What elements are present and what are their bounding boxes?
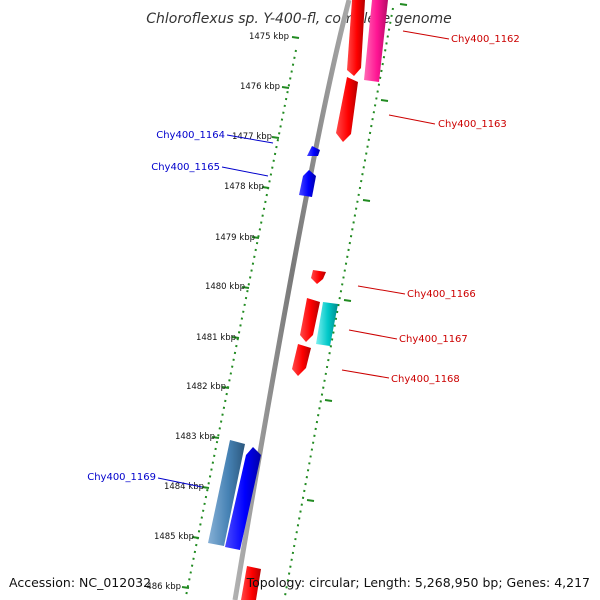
gene-chy400-1165[interactable] [299, 170, 316, 197]
scale-label: 1480 kbp [205, 282, 245, 292]
scale-tick: 1482 kbp [186, 382, 230, 392]
gene-chy400-1167[interactable] [300, 298, 320, 342]
scale-tick: 1483 kbp [175, 432, 220, 442]
gene-label-chy400-1166[interactable]: Chy400_1166 [407, 289, 476, 300]
scale-tick: 1478 kbp [224, 182, 270, 192]
gene-bottom[interactable] [241, 566, 261, 600]
gene-label-chy400-1163[interactable]: Chy400_1163 [438, 119, 507, 130]
scale-label: 1475 kbp [249, 32, 289, 42]
genome-summary-text: Topology: circular; Length: 5,268,950 bp… [246, 575, 590, 590]
gene-chy400-1162[interactable] [347, 0, 365, 76]
accession-text: Accession: NC_012032 [9, 575, 151, 590]
label-leaders [157, 30, 450, 488]
scale-tick: 1479 kbp [215, 233, 260, 243]
scale-tick: 1485 kbp [154, 532, 200, 542]
gene-label-chy400-1169[interactable]: Chy400_1169 [87, 472, 156, 483]
scale-tick: 1480 kbp [205, 282, 250, 292]
scale-ticks: 1475 kbp 1476 kbp 1477 kbp 1478 kbp 1479… [146, 32, 300, 592]
scale-label: 1485 kbp [154, 532, 194, 542]
scale-tick: 1484 kbp [164, 482, 210, 492]
gene-chy400-1166[interactable] [311, 270, 326, 284]
genome-backbone [232, 0, 352, 600]
gene-features [208, 0, 388, 600]
scale-label: 486 kbp [146, 582, 181, 592]
scale-label: 1479 kbp [215, 233, 255, 243]
scale-tick: 1481 kbp [196, 333, 240, 343]
scale-tick: 1476 kbp [240, 82, 290, 92]
gene-label-chy400-1162[interactable]: Chy400_1162 [451, 34, 520, 45]
scale-label: 1477 kbp [232, 132, 272, 142]
genome-title: Chloroflexus sp. Y-400-fl, complete geno… [146, 11, 452, 27]
scale-tick: 1477 kbp [232, 132, 280, 142]
gene-chy400-1163[interactable] [336, 77, 358, 142]
left-tick-ring [185, 49, 297, 597]
gene-chy400-1164[interactable] [307, 146, 320, 156]
right-tick-ring [284, 7, 394, 597]
gene-label-chy400-1168[interactable]: Chy400_1168 [391, 374, 460, 385]
gene-cyan[interactable] [316, 302, 338, 346]
gene-steel[interactable] [208, 440, 245, 546]
gene-chy400-1168[interactable] [292, 344, 311, 376]
scale-label: 1481 kbp [196, 333, 236, 343]
scale-label: 1478 kbp [224, 182, 264, 192]
gene-chy400-1169[interactable] [225, 447, 261, 550]
gene-label-chy400-1167[interactable]: Chy400_1167 [399, 334, 468, 345]
scale-label: 1482 kbp [186, 382, 226, 392]
gene-label-chy400-1165[interactable]: Chy400_1165 [151, 162, 220, 173]
gene-label-chy400-1164[interactable]: Chy400_1164 [156, 130, 225, 141]
scale-tick: 1475 kbp [249, 32, 300, 42]
scale-tick: 486 kbp [146, 582, 190, 592]
right-ring-ticks [306, 3, 408, 502]
scale-label: 1483 kbp [175, 432, 215, 442]
gene-labels: Chy400_1162 Chy400_1163 Chy400_1164 Chy4… [87, 34, 520, 483]
gene-magenta[interactable] [364, 0, 388, 82]
scale-label: 1476 kbp [240, 82, 280, 92]
scale-label: 1484 kbp [164, 482, 204, 492]
